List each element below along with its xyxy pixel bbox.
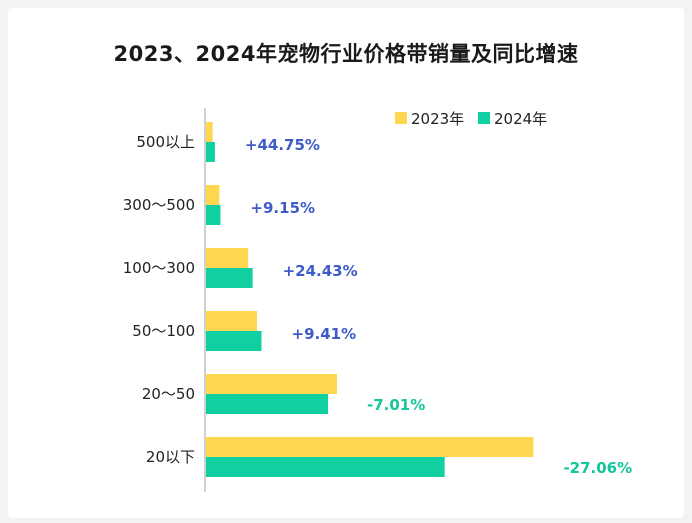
bar-2023-2 bbox=[206, 248, 249, 268]
legend-swatch-2023 bbox=[395, 112, 407, 124]
legend-label-2023: 2023年 bbox=[411, 110, 464, 128]
bar-2024-5 bbox=[206, 457, 445, 477]
legend: 2023年 2024年 bbox=[395, 110, 547, 128]
growth-label: +9.15% bbox=[250, 199, 315, 217]
bar-2024-0 bbox=[206, 142, 215, 162]
bar-2023-3 bbox=[206, 311, 258, 331]
category-label: 100～300 bbox=[123, 259, 195, 277]
bar-2024-2 bbox=[206, 268, 253, 288]
legend-label-2024: 2024年 bbox=[494, 110, 547, 128]
bar-2023-1 bbox=[206, 185, 220, 205]
growth-label: -7.01% bbox=[367, 396, 425, 414]
growth-label: -27.06% bbox=[563, 459, 632, 477]
bar-2024-1 bbox=[206, 205, 221, 225]
bar-2024-4 bbox=[206, 394, 329, 414]
chart-card bbox=[8, 8, 684, 518]
bars-group: 500以上 +44.75% 300～500 +9.15% 100～300 +24.43% 5… bbox=[123, 122, 632, 477]
growth-label: +24.43% bbox=[283, 262, 358, 280]
category-label: 300～500 bbox=[123, 196, 195, 214]
category-label: 50～100 bbox=[132, 322, 195, 340]
growth-label: +44.75% bbox=[245, 136, 320, 154]
growth-label: +9.41% bbox=[292, 325, 357, 343]
category-label: 20～50 bbox=[142, 385, 195, 403]
bar-2024-3 bbox=[206, 331, 262, 351]
bar-2023-4 bbox=[206, 374, 337, 394]
bar-2023-5 bbox=[206, 437, 534, 457]
category-label: 20以下 bbox=[146, 448, 195, 466]
category-label: 500以上 bbox=[136, 133, 195, 151]
legend-swatch-2024 bbox=[478, 112, 490, 124]
bar-2023-0 bbox=[206, 122, 213, 142]
chart-title: 2023、2024年宠物行业价格带销量及同比增速 bbox=[113, 42, 579, 66]
